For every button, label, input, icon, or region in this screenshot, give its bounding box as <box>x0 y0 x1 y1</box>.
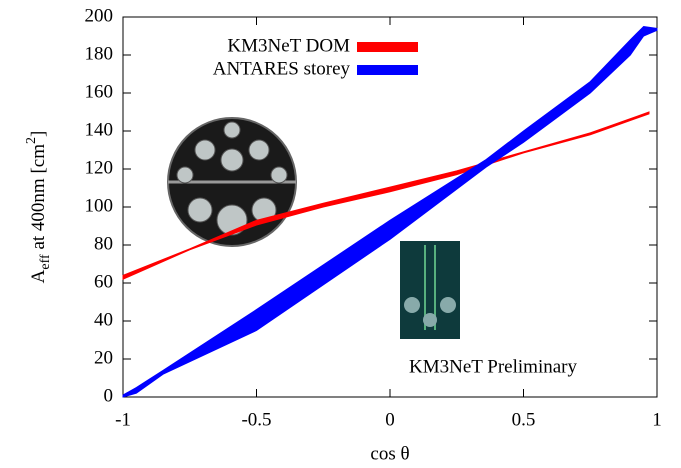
y-tick-label: 40 <box>94 309 113 330</box>
legend-swatch <box>357 42 418 52</box>
y-tick-label: 60 <box>94 271 113 292</box>
y-axis-label: Aeff at 400nm [cm2] <box>24 131 53 284</box>
band <box>122 111 650 280</box>
x-tick-label: 0.5 <box>512 409 536 430</box>
y-tick-label: 200 <box>85 5 114 26</box>
y-tick-label: 20 <box>94 347 113 368</box>
band <box>122 25 658 398</box>
y-tick-label: 180 <box>85 43 114 64</box>
x-tick-label: 0 <box>385 409 395 430</box>
y-tick-label: 160 <box>85 81 114 102</box>
legend-swatch <box>357 65 418 75</box>
dom-photo <box>167 117 297 247</box>
legend-label: KM3NeT DOM <box>227 35 350 56</box>
y-label-part: 2 <box>24 137 39 144</box>
y-label-part: eff <box>38 254 53 270</box>
y-tick-label: 80 <box>94 233 113 254</box>
y-label-part: ] <box>28 131 49 137</box>
y-tick-label: 120 <box>85 157 114 178</box>
y-tick-label: 0 <box>104 385 114 406</box>
y-label-part: at 400nm [cm <box>28 144 49 255</box>
x-axis-label: cos θ <box>370 443 409 464</box>
annotation: KM3NeT Preliminary <box>409 356 577 377</box>
x-tick-label: -1 <box>115 409 131 430</box>
y-tick-label: 100 <box>85 195 114 216</box>
storey-photo <box>400 241 460 339</box>
x-tick-label: -0.5 <box>241 409 271 430</box>
legend-label: ANTARES storey <box>213 58 351 79</box>
y-label-part: A <box>28 269 49 283</box>
y-tick-label: 140 <box>85 119 114 140</box>
x-tick-label: 1 <box>652 409 662 430</box>
